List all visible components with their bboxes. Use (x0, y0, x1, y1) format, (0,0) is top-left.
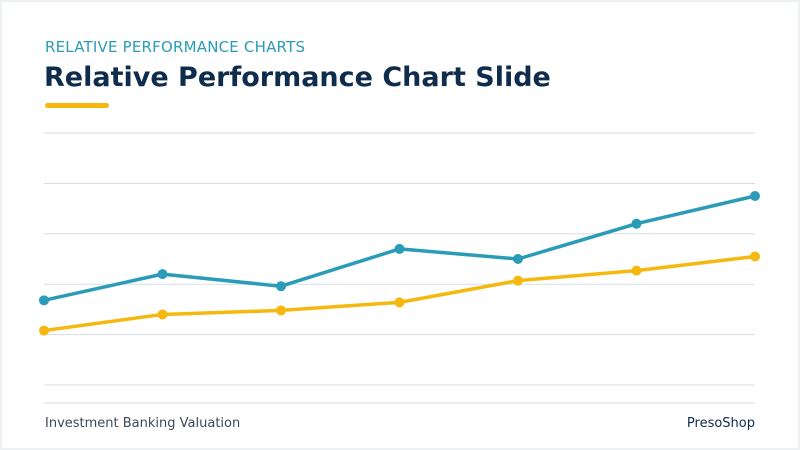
data-point (39, 295, 49, 306)
data-point (513, 254, 523, 264)
data-point (39, 325, 49, 336)
chart-series (39, 191, 760, 336)
chart-gridlines (44, 132, 755, 404)
data-point (276, 305, 286, 316)
section-label: RELATIVE PERFORMANCE CHARTS (45, 38, 306, 56)
data-point (157, 309, 168, 320)
data-point (276, 281, 286, 292)
footer-brand: PresoShop (686, 416, 755, 431)
data-point (513, 275, 523, 286)
data-point (750, 251, 760, 262)
data-point (394, 297, 405, 308)
data-point (394, 243, 405, 254)
title-accent-bar (45, 103, 109, 108)
series-line (42, 254, 757, 333)
data-point (750, 191, 760, 201)
data-point (157, 269, 168, 280)
series-2 (39, 251, 760, 336)
data-point (631, 265, 642, 276)
footer-subject: Investment Banking Valuation (45, 416, 241, 431)
page-title: Relative Performance Chart Slide (44, 62, 551, 93)
data-point (631, 218, 642, 229)
series-1 (39, 191, 760, 306)
